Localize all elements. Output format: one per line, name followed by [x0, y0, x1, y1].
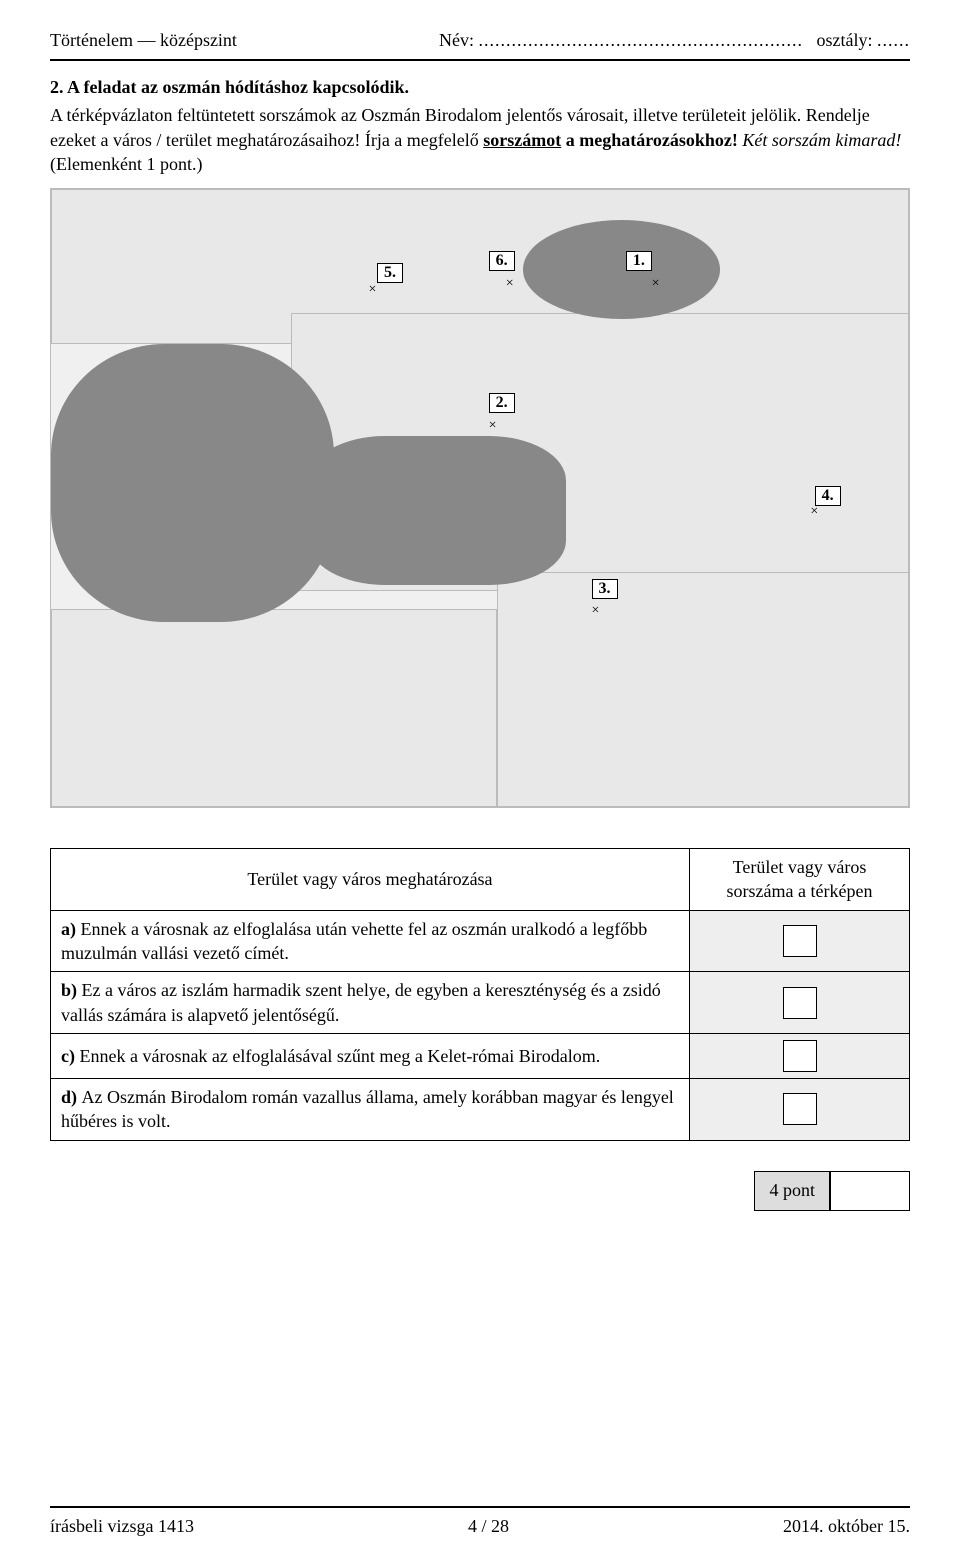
table-row: a) Ennek a városnak az elfoglalása után …	[51, 910, 910, 972]
row-label: d)	[61, 1087, 82, 1107]
answer-table: Terület vagy város meghatározása Terület…	[50, 848, 910, 1140]
map-number-label: 3.	[592, 579, 618, 599]
table-header-definition: Terület vagy város meghatározása	[51, 849, 690, 911]
subject-label: Történelem — középszint	[50, 30, 237, 50]
page-header: Történelem — középszint Név: ...........…	[50, 30, 910, 51]
class-label: osztály:	[817, 30, 873, 50]
map-marker: ×	[592, 603, 600, 619]
task-intro: 2. A feladat az oszmán hódításhoz kapcso…	[50, 75, 910, 176]
header-rule	[50, 59, 910, 61]
footer-date: 2014. október 15.	[783, 1516, 910, 1537]
map-figure: 1. 2. 3. 4. 5. 6. × × × × × ×	[50, 188, 910, 808]
map-marker: ×	[506, 276, 514, 292]
row-text: Ennek a városnak az elfoglalása után veh…	[61, 919, 647, 963]
definition-cell: a) Ennek a városnak az elfoglalása után …	[51, 910, 690, 972]
name-label: Név:	[439, 30, 474, 50]
map-number-label: 1.	[626, 251, 652, 271]
footer-rule	[50, 1506, 910, 1508]
task-instruction-1b: a meghatározásokhoz!	[566, 130, 738, 150]
map-land-shape	[51, 609, 497, 807]
task-elemenekent: (Elemenként 1 pont.)	[50, 154, 202, 174]
points-label: 4 pont	[754, 1171, 830, 1211]
points-box: 4 pont	[754, 1171, 910, 1211]
name-dots: ........................................…	[479, 30, 804, 50]
answer-box[interactable]	[783, 925, 817, 957]
row-label: a)	[61, 919, 81, 939]
answer-box[interactable]	[783, 1093, 817, 1125]
answer-box[interactable]	[783, 1040, 817, 1072]
map-number-label: 2.	[489, 393, 515, 413]
map-marker: ×	[489, 418, 497, 434]
page-footer: írásbeli vizsga 1413 4 / 28 2014. októbe…	[50, 1506, 910, 1537]
map-water-shape	[308, 436, 565, 584]
footer-exam: írásbeli vizsga 1413	[50, 1516, 194, 1537]
map-water-shape	[523, 220, 720, 319]
table-row: b) Ez a város az iszlám harmadik szent h…	[51, 972, 910, 1034]
row-label: b)	[61, 980, 82, 1000]
row-text: Ennek a városnak az elfoglalásával szűnt…	[79, 1046, 600, 1066]
map-number-label: 6.	[489, 251, 515, 271]
task-title: 2. A feladat az oszmán hódításhoz kapcso…	[50, 77, 409, 97]
table-row: d) Az Oszmán Birodalom román vazallus ál…	[51, 1078, 910, 1140]
map-land-shape	[497, 572, 909, 807]
definition-cell: b) Ez a város az iszlám harmadik szent h…	[51, 972, 690, 1034]
answer-cell	[690, 1078, 910, 1140]
map-number-label: 5.	[377, 263, 403, 283]
definition-cell: c) Ennek a városnak az elfoglalásával sz…	[51, 1033, 690, 1078]
footer-page: 4 / 28	[468, 1516, 509, 1537]
table-row: c) Ennek a városnak az elfoglalásával sz…	[51, 1033, 910, 1078]
definition-cell: d) Az Oszmán Birodalom román vazallus ál…	[51, 1078, 690, 1140]
answer-box[interactable]	[783, 987, 817, 1019]
map-number-label: 4.	[815, 486, 841, 506]
task-ket-sorszam: Két sorszám kimarad!	[742, 130, 901, 150]
map-marker: ×	[810, 504, 818, 520]
map-water-shape	[51, 344, 334, 622]
points-value	[830, 1171, 910, 1211]
table-header-number: Terület vagy város sorszáma a térképen	[690, 849, 910, 911]
answer-cell	[690, 972, 910, 1034]
answer-cell	[690, 1033, 910, 1078]
row-label: c)	[61, 1046, 79, 1066]
class-dots: ......	[877, 30, 910, 50]
answer-cell	[690, 910, 910, 972]
map-marker: ×	[652, 276, 660, 292]
row-text: Az Oszmán Birodalom román vazallus állam…	[61, 1087, 674, 1131]
task-instruction-underlined: sorszámot	[483, 130, 561, 150]
map-marker: ×	[368, 282, 376, 298]
row-text: Ez a város az iszlám harmadik szent hely…	[61, 980, 661, 1024]
